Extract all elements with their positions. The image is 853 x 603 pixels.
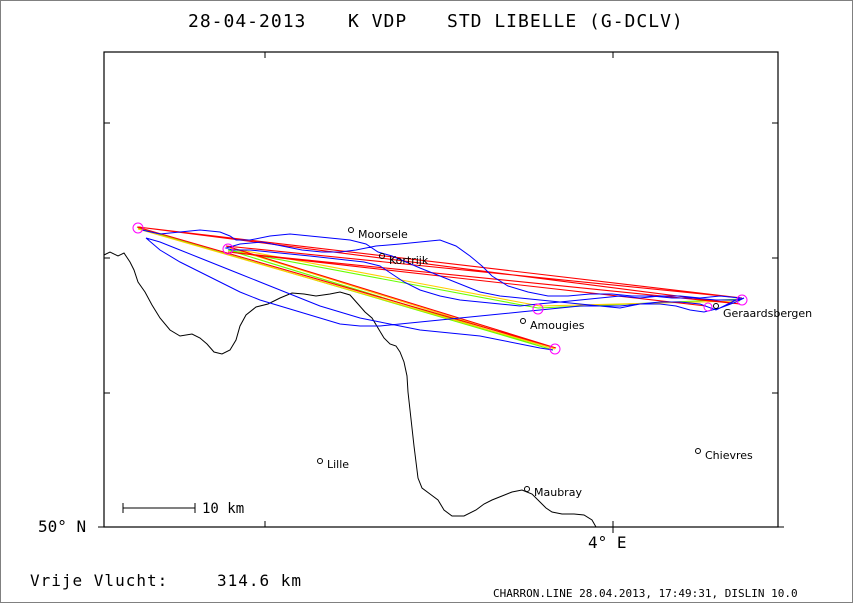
- distance-value: 314.6 km: [217, 571, 302, 590]
- longitude-label: 4° E: [588, 533, 627, 552]
- svg-text:Geraardsbergen: Geraardsbergen: [723, 307, 812, 320]
- town-chievres: Chievres: [695, 448, 753, 462]
- pilot-name: K VDP: [348, 11, 407, 32]
- scale-bar: 10 km: [122, 501, 244, 517]
- svg-text:Chievres: Chievres: [705, 449, 753, 462]
- svg-text:Maubray: Maubray: [534, 486, 582, 499]
- country-border: [103, 251, 597, 528]
- task-lines: [136, 226, 743, 351]
- turnpoint-amougies: [532, 303, 544, 315]
- flight-date: 28-04-2013: [188, 11, 306, 32]
- scale-label: 10 km: [202, 501, 244, 517]
- task-line-yellow: [137, 228, 741, 350]
- town-moorsele: Moorsele: [348, 227, 408, 241]
- turnpoint-east: [736, 294, 748, 306]
- towns: Moorsele Kortrijk Amougies Geraardsberge…: [317, 227, 812, 499]
- turnpoint-start: [132, 222, 144, 234]
- town-amougies: Amougies: [520, 318, 585, 332]
- latitude-label: 50° N: [38, 517, 86, 536]
- map-frame: [103, 51, 779, 528]
- town-lille: Lille: [317, 458, 349, 471]
- map-plot: Moorsele Kortrijk Amougies Geraardsberge…: [98, 51, 812, 533]
- turnpoint-south: [549, 343, 561, 355]
- task-line-red: [136, 226, 743, 349]
- svg-text:Kortrijk: Kortrijk: [389, 254, 429, 267]
- flight-track: [141, 229, 745, 351]
- turnpoint-west: [222, 243, 234, 255]
- town-geraardsbergen: Geraardsbergen: [713, 303, 812, 320]
- svg-text:Moorsele: Moorsele: [358, 228, 408, 241]
- town-kortrijk: Kortrijk: [379, 253, 429, 267]
- distance-label: Vrije Vlucht:: [30, 571, 168, 590]
- axis-ticks: [98, 52, 784, 533]
- town-maubray: Maubray: [524, 486, 582, 499]
- turnpoints: [132, 222, 748, 355]
- software-credit: CHARRON.LINE 28.04.2013, 17:49:31, DISLI…: [493, 587, 798, 600]
- svg-text:Lille: Lille: [327, 458, 349, 471]
- task-line-green: [137, 227, 743, 351]
- svg-text:Amougies: Amougies: [530, 319, 585, 332]
- glider-name: STD LIBELLE (G-DCLV): [447, 11, 684, 32]
- turnpoint-east-2: [703, 302, 713, 312]
